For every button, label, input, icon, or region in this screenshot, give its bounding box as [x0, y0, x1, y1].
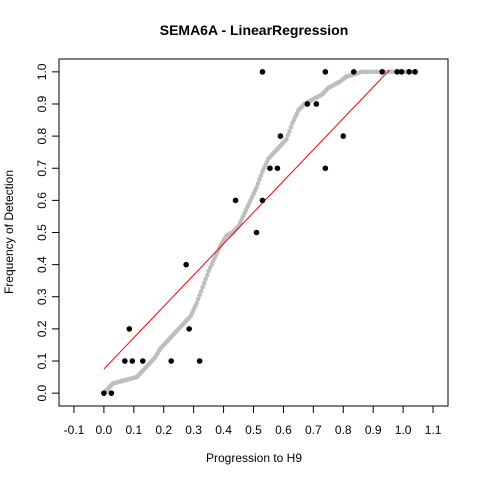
observed-point — [267, 165, 273, 172]
y-tick-label: 0.2 — [35, 320, 49, 337]
observed-point — [304, 101, 311, 107]
curve-point — [285, 133, 291, 138]
curve-point — [255, 181, 261, 186]
observed-point — [186, 326, 192, 332]
curve-point — [374, 69, 380, 75]
x-tick-label: 0.8 — [335, 423, 352, 437]
x-tick-label: -0.1 — [64, 423, 85, 437]
x-tick-label: 0.9 — [365, 423, 382, 437]
y-tick-label: 1.0 — [35, 63, 49, 80]
y-tick-label: 0.4 — [35, 256, 49, 273]
curve-point — [284, 137, 289, 142]
y-tick-label: 0.8 — [35, 127, 49, 144]
observed-point — [108, 390, 115, 396]
curve-point — [370, 69, 376, 75]
x-tick-label: 0.5 — [245, 423, 262, 437]
observed-point — [350, 69, 357, 75]
y-tick-label: 0.0 — [35, 384, 49, 401]
observed-point — [313, 101, 320, 107]
curve-point — [288, 124, 294, 130]
observed-point — [259, 69, 266, 75]
x-tick-label: 0.6 — [275, 423, 292, 437]
observed-point — [183, 261, 189, 268]
observed-point — [277, 133, 284, 139]
curve-point — [198, 288, 204, 294]
x-tick-label: 0.2 — [155, 423, 172, 437]
observed-point — [259, 197, 266, 204]
curve-point — [195, 296, 201, 302]
curve-point — [200, 284, 205, 290]
observed-point — [253, 229, 260, 236]
curve-point — [254, 185, 259, 190]
observed-point — [101, 390, 107, 396]
observed-point — [122, 358, 128, 364]
y-axis: 0.0 0.1 0.2 0.3 0.4 0.5 0.6 0.7 0.8 0.9 1.0 — [35, 63, 60, 401]
x-axis-label: Progression to H9 — [206, 451, 302, 465]
observed-point — [398, 69, 405, 75]
y-tick-label: 0.6 — [35, 192, 49, 209]
curve-point — [287, 128, 292, 134]
observed-point — [340, 133, 347, 139]
x-tick-label: 0.3 — [185, 423, 202, 437]
observed-point — [406, 69, 412, 75]
observed-point — [274, 165, 281, 172]
curve-point — [197, 292, 202, 298]
curve-point — [257, 177, 262, 182]
y-tick-label: 0.9 — [35, 95, 49, 112]
y-tick-label: 0.1 — [35, 352, 49, 369]
observed-point — [394, 69, 400, 75]
y-tick-label: 0.5 — [35, 224, 49, 241]
curve-point — [204, 272, 210, 278]
curve-point — [201, 280, 207, 286]
observed-point — [322, 165, 329, 172]
curve-point — [258, 173, 264, 178]
chart-title: SEMA6A - LinearRegression — [160, 22, 349, 38]
y-axis-label: Frequency of Detection — [2, 170, 16, 294]
y-tick-label: 0.7 — [35, 160, 49, 177]
x-tick-label: 1.0 — [395, 423, 412, 437]
regression-line — [103, 69, 391, 370]
observed-point — [126, 326, 133, 332]
observed-point — [412, 69, 418, 75]
curve-point — [389, 69, 395, 75]
y-tick-label: 0.3 — [35, 288, 49, 305]
curve-point — [194, 300, 199, 306]
observed-point — [232, 197, 239, 204]
x-tick-label: 0.0 — [96, 423, 113, 437]
observed-point — [379, 69, 385, 75]
observed-point — [129, 358, 136, 364]
x-tick-label: 0.7 — [305, 423, 322, 437]
x-tick-label: 0.1 — [125, 423, 142, 437]
x-tick-label: 0.4 — [215, 423, 232, 437]
x-tick-label: 1.1 — [425, 423, 442, 437]
cumulative-curve-layer — [101, 69, 418, 396]
curve-point — [203, 276, 208, 282]
observed-point — [322, 69, 329, 75]
observed-points-layer — [101, 69, 418, 396]
regression-line-layer — [103, 69, 391, 370]
observed-point — [196, 358, 203, 364]
observed-point — [139, 358, 146, 364]
observed-point — [168, 358, 175, 364]
x-axis: -0.1 0.0 0.1 0.2 0.3 0.4 0.5 0.6 0.7 0.8 0.9 1.0 1.1 — [64, 405, 442, 437]
plot-area-border — [58, 58, 449, 407]
